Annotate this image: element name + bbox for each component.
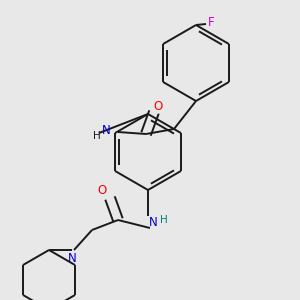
Text: O: O [98, 184, 106, 196]
Text: N: N [148, 215, 158, 229]
Text: F: F [208, 16, 214, 29]
Text: N: N [68, 253, 76, 266]
Text: H: H [160, 215, 168, 225]
Text: O: O [153, 100, 163, 112]
Text: N: N [102, 124, 110, 137]
Text: H: H [93, 131, 101, 141]
